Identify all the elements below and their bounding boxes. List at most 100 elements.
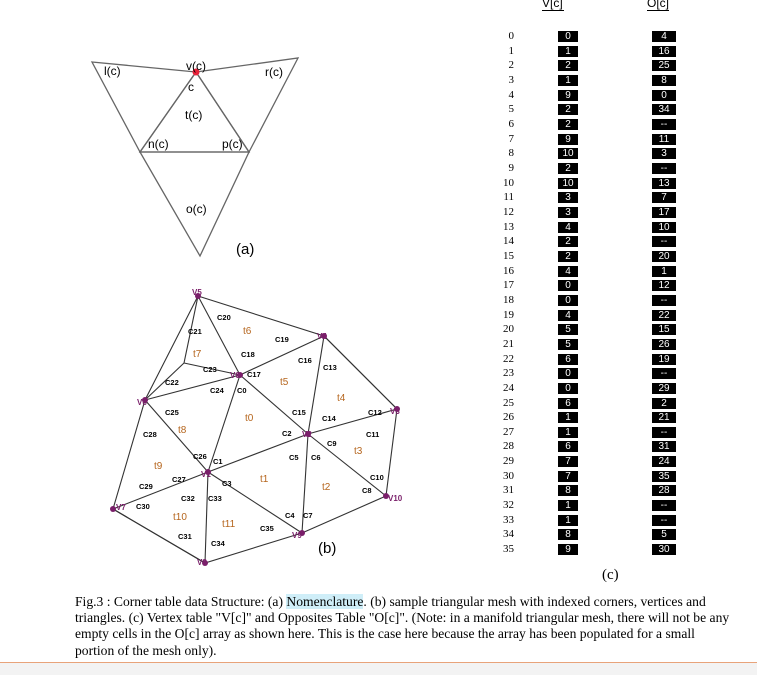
label-l-c: l(c) — [104, 64, 121, 78]
v-table-cell: 1 — [558, 75, 578, 86]
table-index: 9 — [508, 162, 515, 174]
o-table-cell: -- — [652, 163, 676, 174]
diagram-a-sublabel: (a) — [236, 241, 254, 258]
table-index: 15 — [503, 250, 514, 262]
o-table-header: O[c] — [647, 0, 670, 10]
triangle-t1: t1 — [260, 474, 269, 485]
o-table-cell: 31 — [652, 441, 676, 452]
corner-c27: C27 — [172, 475, 186, 484]
o-table-cell: 13 — [652, 178, 676, 189]
table-index: 13 — [503, 221, 514, 233]
o-table-cell: 30 — [652, 544, 676, 555]
vertex-v6: V6 — [137, 398, 147, 407]
page-bottom-band — [0, 663, 757, 675]
vertex-v2: V2 — [302, 430, 312, 439]
vertex-v1: V1 — [201, 470, 211, 479]
o-table-cell: -- — [652, 368, 676, 379]
label-n-c: n(c) — [148, 137, 169, 151]
triangle-t8: t8 — [178, 425, 187, 436]
corner-c16: C16 — [298, 356, 312, 365]
label-corner-c: c — [188, 80, 194, 94]
v-table-header: V[c] — [542, 0, 563, 10]
v-table-cell: 2 — [558, 236, 578, 247]
v-table-cell: 6 — [558, 354, 578, 365]
table-index: 11 — [503, 191, 514, 203]
corner-c14: C14 — [322, 414, 337, 423]
table-index: 10 — [503, 177, 514, 189]
vertex-v4: V4 — [317, 332, 327, 341]
diagram-b-sublabel: (b) — [318, 540, 336, 557]
v-table-cell: 6 — [558, 441, 578, 452]
label-t-c: t(c) — [185, 108, 202, 122]
v-table-cell: 4 — [558, 310, 578, 321]
vertex-v8: V8 — [197, 558, 207, 567]
triangle-t10: t10 — [173, 512, 187, 523]
v-table-cell: 9 — [558, 544, 578, 555]
o-table-cell: 16 — [652, 46, 676, 57]
corner-c35: C35 — [260, 524, 274, 533]
corner-c21: C21 — [188, 327, 202, 336]
table-index: 2 — [508, 59, 515, 71]
v-table-cell: 7 — [558, 456, 578, 467]
caption-highlight: Nomenclature — [286, 594, 364, 609]
table-index: 21 — [503, 338, 514, 350]
corner-c32: C32 — [181, 494, 195, 503]
v-table-cell: 0 — [558, 383, 578, 394]
table-index: 3 — [508, 74, 515, 86]
v-table-cell: 2 — [558, 119, 578, 130]
corner-c8: C8 — [362, 486, 372, 495]
table-index: 19 — [503, 309, 514, 321]
corner-c29: C29 — [139, 482, 153, 491]
o-header-rule — [647, 10, 669, 11]
corner-c4: C4 — [285, 511, 295, 520]
corner-c3: C3 — [222, 479, 232, 488]
table-index: 4 — [508, 89, 515, 101]
label-v-c: v(c) — [186, 59, 206, 73]
o-table-cell: 25 — [652, 60, 676, 71]
caption-rest: . (b) sample triangular mesh with indexe… — [75, 594, 730, 658]
v-table-cell: 8 — [558, 529, 578, 540]
v-table-cell: 2 — [558, 251, 578, 262]
table-index: 18 — [503, 294, 514, 306]
o-table-cell: 5 — [652, 529, 676, 540]
table-index: 17 — [503, 279, 514, 291]
v-table-cell: 1 — [558, 427, 578, 438]
table-index: 25 — [503, 397, 514, 409]
v-table-cell: 1 — [558, 412, 578, 423]
table-index: 33 — [503, 514, 514, 526]
label-r-c: r(c) — [265, 65, 283, 79]
vertex-v7: V7 — [116, 503, 126, 512]
v-table-cell: 4 — [558, 222, 578, 233]
corner-c6: C6 — [311, 453, 321, 462]
corner-c9: C9 — [327, 439, 337, 448]
corner-c13: C13 — [323, 363, 337, 372]
corner-c20: C20 — [217, 313, 231, 322]
triangle-t7: t7 — [193, 349, 202, 360]
table-index: 31 — [503, 484, 514, 496]
o-table-cell: 11 — [652, 134, 676, 145]
v-table-cell: 3 — [558, 192, 578, 203]
table-index: 29 — [503, 455, 514, 467]
o-table-cell: 24 — [652, 456, 676, 467]
corner-c25: C25 — [165, 408, 179, 417]
corner-c2: C2 — [282, 429, 292, 438]
o-table-cell: 26 — [652, 339, 676, 350]
v-table-cell: 10 — [558, 148, 578, 159]
v-table-cell: 4 — [558, 266, 578, 277]
triangle-t4: t4 — [337, 393, 346, 404]
table-index: 8 — [508, 147, 515, 159]
label-o-c: o(c) — [186, 202, 207, 216]
v-table-cell: 7 — [558, 471, 578, 482]
o-table-cell: -- — [652, 515, 676, 526]
corner-c15: C15 — [292, 408, 306, 417]
vertex-v9: V9 — [292, 531, 302, 540]
o-table-cell: -- — [652, 119, 676, 130]
v-table-cell: 0 — [558, 280, 578, 291]
figure-caption: Fig.3 : Corner table data Structure: (a)… — [75, 594, 735, 659]
corner-c28: C28 — [143, 430, 157, 439]
v-table-cell: 6 — [558, 398, 578, 409]
triangle-t0: t0 — [245, 413, 254, 424]
o-table-cell: 28 — [652, 485, 676, 496]
o-table-cell: 8 — [652, 75, 676, 86]
o-table-cell: 35 — [652, 471, 676, 482]
